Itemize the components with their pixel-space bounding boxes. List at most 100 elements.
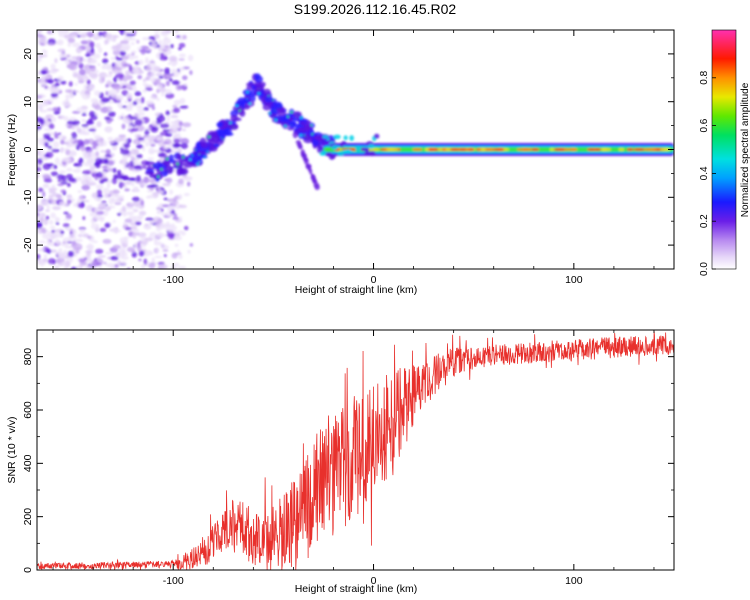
track-blob <box>176 167 186 176</box>
noise-speckle <box>166 213 175 217</box>
noise-speckle <box>92 53 101 59</box>
carrier-hotspot <box>497 148 505 151</box>
noise-speckle <box>121 55 130 60</box>
carrier-hotspot <box>600 148 607 151</box>
noise-blob <box>157 152 166 158</box>
noise-speckle <box>83 153 88 160</box>
noise-speckle <box>56 193 62 199</box>
noise-speckle <box>129 222 135 226</box>
noise-speckle <box>110 56 116 61</box>
noise-speckle <box>162 129 171 133</box>
track-blob <box>212 134 221 143</box>
noise-speckle <box>111 83 121 90</box>
noise-speckle <box>144 84 153 89</box>
noise-speckle <box>124 181 133 185</box>
noise-speckle <box>96 189 103 196</box>
noise-speckle <box>165 80 170 87</box>
track-blob <box>195 146 200 153</box>
noise-speckle <box>125 227 132 231</box>
noise-speckle <box>127 164 136 170</box>
noise-speckle <box>103 52 108 56</box>
noise-speckle <box>97 255 107 258</box>
noise-blob <box>136 175 141 182</box>
noise-blob <box>95 161 101 169</box>
noise-speckle <box>131 181 135 187</box>
noise-speckle <box>137 246 142 252</box>
noise-speckle <box>69 33 78 38</box>
noise-speckle <box>133 149 138 155</box>
carrier-edge-blob <box>364 151 372 156</box>
noise-speckle <box>56 239 60 246</box>
noise-speckle <box>137 232 147 238</box>
noise-speckle <box>162 182 171 187</box>
noise-blob <box>51 148 61 153</box>
snr-ytick-label: 0 <box>22 567 34 573</box>
noise-speckle <box>41 75 50 80</box>
carrier-hotspot <box>559 148 565 151</box>
noise-speckle <box>42 233 49 239</box>
snr-xtick-label: 100 <box>565 575 583 587</box>
noise-blob <box>129 160 134 167</box>
noise-speckle <box>69 150 77 157</box>
noise-speckle <box>112 244 121 249</box>
branch-blob <box>313 182 320 188</box>
track-blob <box>292 117 301 122</box>
noise-speckle <box>60 80 67 85</box>
noise-speckle <box>172 71 182 75</box>
noise-speckle <box>79 33 87 38</box>
noise-speckle <box>107 137 114 141</box>
noise-speckle <box>86 157 95 164</box>
noise-speckle <box>92 240 98 244</box>
track-blob <box>312 138 319 147</box>
noise-speckle <box>123 236 130 239</box>
noise-speckle <box>112 167 117 174</box>
noise-speckle <box>75 250 80 254</box>
noise-speckle <box>58 248 63 252</box>
noise-speckle <box>142 37 150 41</box>
snr-xtick-label: 0 <box>371 575 377 587</box>
noise-speckle <box>187 54 194 62</box>
colorbar-tick-label: 0.6 <box>699 118 710 132</box>
noise-speckle <box>183 83 188 87</box>
noise-speckle <box>170 120 180 125</box>
noise-blob <box>50 171 59 177</box>
carrier-hotspot <box>412 148 423 151</box>
noise-blob <box>72 120 80 126</box>
noise-blob <box>37 158 43 165</box>
noise-speckle <box>110 255 119 261</box>
carrier-hotspot <box>626 148 634 151</box>
noise-speckle <box>130 155 135 159</box>
noise-speckle <box>98 35 103 40</box>
track-highlight <box>228 121 232 125</box>
noise-blob <box>150 127 158 133</box>
noise-blob <box>95 171 104 178</box>
noise-speckle <box>155 53 160 58</box>
track-blob <box>233 117 242 122</box>
noise-speckle <box>103 192 109 199</box>
noise-speckle <box>145 249 152 256</box>
noise-speckle <box>77 76 84 81</box>
noise-speckle <box>132 85 137 92</box>
carrier-hotspot <box>648 148 657 151</box>
noise-speckle <box>124 239 129 245</box>
noise-speckle <box>143 107 149 111</box>
noise-speckle <box>43 49 48 54</box>
noise-speckle <box>83 139 90 145</box>
noise-blob <box>159 123 170 129</box>
track-blob <box>300 121 306 126</box>
noise-speckle <box>178 121 183 127</box>
noise-speckle <box>124 188 130 192</box>
track-highlight <box>257 92 261 95</box>
noise-speckle <box>62 223 70 228</box>
track-highlight <box>299 116 303 119</box>
noise-speckle <box>91 192 99 199</box>
noise-speckle <box>51 229 56 234</box>
spectrogram-ytick-label: 0 <box>22 146 34 152</box>
noise-speckle <box>54 157 60 165</box>
noise-speckle <box>166 115 170 122</box>
noise-speckle <box>189 70 193 76</box>
noise-speckle <box>171 252 178 259</box>
noise-speckle <box>173 99 182 106</box>
